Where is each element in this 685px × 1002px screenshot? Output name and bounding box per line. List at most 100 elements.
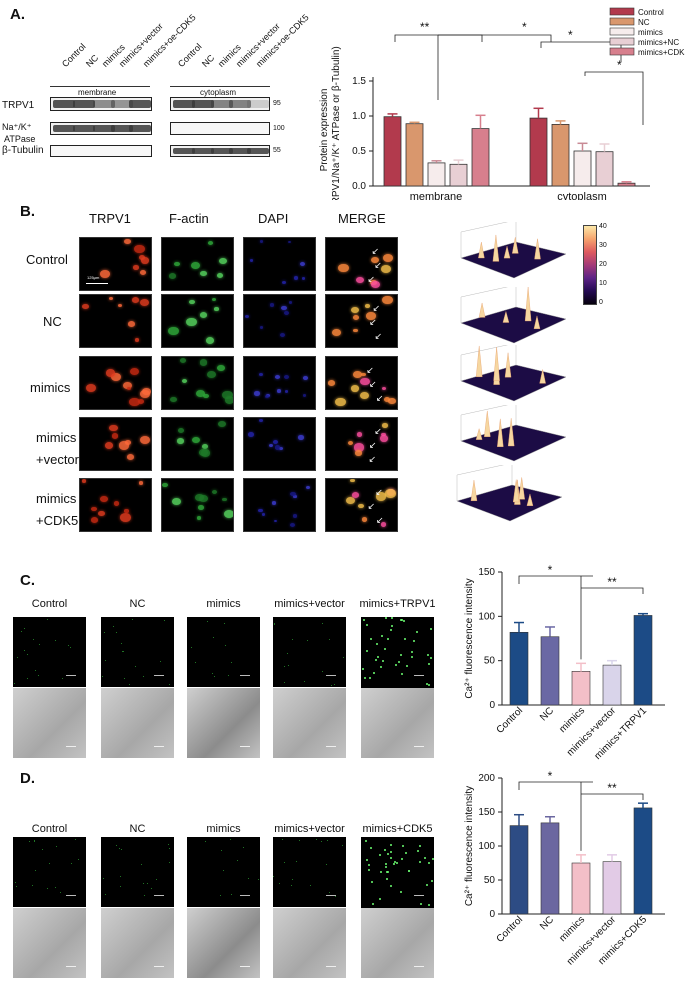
fluorescence-image: ↙ ↙ ↙ — [325, 478, 398, 532]
fluo-dot — [370, 637, 373, 640]
cell — [352, 314, 360, 320]
cell — [254, 391, 260, 396]
column-label: NC — [129, 823, 146, 835]
cell — [306, 485, 311, 490]
cell — [303, 375, 308, 380]
sig-bracket — [394, 34, 483, 42]
cell — [365, 304, 370, 309]
surface-peak — [478, 302, 486, 318]
fluorescence-image — [161, 294, 234, 348]
legend-label: mimics — [638, 28, 663, 37]
fluo-dot — [395, 664, 398, 667]
fluo-dot — [404, 852, 407, 855]
scalebar — [326, 675, 336, 676]
fluo-dot — [416, 849, 419, 852]
fluo-dot — [418, 860, 421, 863]
surface-peak — [493, 347, 500, 381]
surface-plot — [460, 405, 567, 462]
cell — [353, 328, 359, 333]
column-label: mimics+TRPV1 — [359, 598, 436, 610]
cell — [91, 506, 97, 512]
fluo-dot — [279, 882, 281, 884]
cell — [303, 394, 307, 397]
fluo-dot — [257, 878, 259, 880]
col-factin: F-actin — [169, 211, 209, 226]
fluo-dot — [124, 677, 126, 679]
fluo-dot — [387, 853, 390, 856]
fluorescence-image — [187, 837, 260, 907]
fluo-dot — [34, 840, 36, 842]
fluo-dot — [371, 903, 374, 906]
fluo-dot — [410, 650, 413, 653]
fluo-dot — [413, 640, 416, 643]
lane-label: Control — [176, 41, 204, 70]
fluo-dot — [326, 864, 328, 866]
arrow-icon: ↙ — [367, 274, 375, 284]
sig-bracket — [581, 587, 644, 594]
fluo-dot — [400, 890, 403, 893]
colorbar-tick: 40 — [599, 223, 607, 230]
fluo-dot — [321, 622, 323, 624]
fluo-dot — [206, 621, 208, 623]
scalebar — [414, 746, 424, 747]
cell — [192, 436, 201, 444]
fluo-dot — [365, 649, 368, 652]
fluo-dot — [142, 882, 144, 884]
cell — [375, 491, 387, 501]
cell — [126, 453, 135, 460]
fluorescence-image — [161, 478, 234, 532]
surface-peak — [502, 310, 510, 323]
bar — [617, 182, 636, 187]
fluo-dot — [426, 683, 429, 686]
cell — [380, 435, 389, 442]
y-tick-label: 0.5 — [352, 146, 366, 157]
cell — [105, 369, 116, 377]
arrow-icon: ↙ — [374, 260, 382, 270]
cell — [132, 265, 139, 270]
cell — [345, 496, 355, 504]
fluo-dot — [104, 893, 106, 895]
fluo-dot — [223, 870, 225, 872]
fluo-dot — [103, 631, 105, 633]
arrow-icon: ↙ — [374, 426, 382, 436]
fluo-dot — [369, 677, 372, 680]
cell — [174, 261, 181, 267]
surface-peak — [524, 287, 532, 322]
surface-frame — [460, 222, 517, 258]
brightfield-image — [273, 908, 346, 978]
cell — [381, 522, 387, 527]
fluorescence-image: ↙ ↙ ↙ — [325, 294, 398, 348]
fluo-dot — [291, 638, 293, 640]
surface-plot — [456, 465, 563, 522]
scalebar — [86, 283, 108, 284]
x-category-label: NC — [538, 914, 556, 932]
blot-cytoplasm-atpase — [170, 122, 270, 135]
fluo-dot — [428, 684, 431, 687]
fluo-dot — [26, 654, 28, 656]
legend-label: NC — [638, 18, 650, 27]
fluo-dot — [230, 661, 232, 663]
fluo-dot — [168, 862, 170, 864]
surface-peak — [504, 352, 512, 378]
fluo-dot — [23, 650, 25, 651]
fluo-dot — [115, 844, 117, 846]
fluo-dot — [391, 624, 394, 627]
cell — [191, 262, 200, 270]
fluorescence-image — [161, 356, 234, 410]
cell — [199, 359, 208, 366]
cell — [381, 386, 386, 391]
fluorescence-image — [79, 417, 152, 471]
fluo-dot — [213, 637, 215, 639]
panel-label-b: B. — [20, 203, 35, 220]
fluo-dot — [146, 882, 148, 884]
protein-expression-chart: 0.0 0.5 1.0 1.5 Protein expression (TRPV1/Na⁺… — [319, 7, 685, 200]
colorbar-tick: 0 — [599, 299, 603, 306]
y-tick-label: 150 — [478, 807, 495, 818]
cell — [259, 326, 264, 330]
row-label: mimics — [36, 491, 77, 506]
cell — [359, 392, 369, 400]
fluo-dot — [205, 841, 207, 843]
fluo-dot — [273, 875, 275, 877]
cell — [247, 431, 254, 437]
